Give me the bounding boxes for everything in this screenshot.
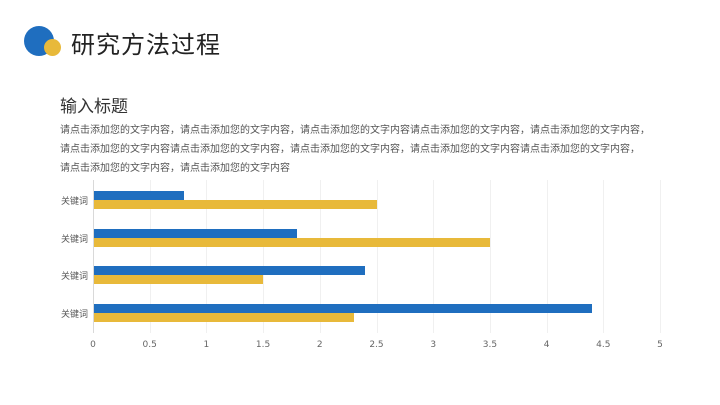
bar-blue	[94, 266, 366, 275]
category-label: 关键词	[60, 235, 88, 245]
x-tick-label: 1.5	[255, 340, 271, 350]
body-paragraph: 请点击添加您的文字内容，请点击添加您的文字内容，请点击添加您的文字内容请点击添加…	[60, 121, 700, 178]
gridline	[149, 180, 151, 333]
gridline	[546, 180, 548, 333]
x-tick-label: 3	[430, 340, 437, 350]
bar-blue	[94, 191, 184, 200]
gridline	[206, 180, 208, 333]
y-axis-line	[93, 180, 94, 333]
gridline	[489, 180, 491, 333]
x-tick-label: 3.5	[482, 340, 498, 350]
x-tick-label: 1	[203, 340, 210, 350]
bar-yellow	[94, 275, 264, 284]
paragraph-line: 请点击添加您的文字内容，请点击添加您的文字内容	[60, 163, 290, 174]
bar-yellow	[94, 313, 354, 322]
bar-blue	[94, 304, 592, 313]
gridline	[660, 180, 661, 333]
x-tick-label: 4.5	[596, 340, 611, 350]
gridline	[433, 180, 435, 333]
paragraph-line: 请点击添加您的文字内容，请点击添加您的文字内容，请点击添加您的文字内容请点击添加…	[60, 125, 650, 136]
section-subtitle: 输入标题	[60, 97, 128, 117]
category-label: 关键词	[60, 310, 88, 320]
logo	[24, 26, 64, 58]
x-tick-label: 5	[657, 340, 663, 350]
gridline	[376, 180, 378, 333]
x-tick-label: 4	[543, 340, 550, 350]
category-label: 关键词	[60, 272, 88, 282]
x-tick-label: 0	[90, 340, 96, 350]
x-tick-label: 2	[316, 340, 323, 350]
category-label: 关键词	[60, 197, 88, 207]
paragraph-line: 请点击添加您的文字内容请点击添加您的文字内容，请点击添加您的文字内容，请点击添加…	[60, 144, 640, 155]
x-tick-label: 2.5	[369, 340, 384, 350]
x-tick-label: 0.5	[142, 340, 157, 350]
gridline	[319, 180, 321, 333]
bar-yellow	[94, 238, 490, 247]
logo-yellow-circle	[44, 39, 61, 56]
gridline	[263, 180, 265, 333]
page-title: 研究方法过程	[71, 31, 221, 59]
gridline	[603, 180, 605, 333]
bar-blue	[94, 229, 298, 238]
bar-yellow	[94, 200, 377, 209]
